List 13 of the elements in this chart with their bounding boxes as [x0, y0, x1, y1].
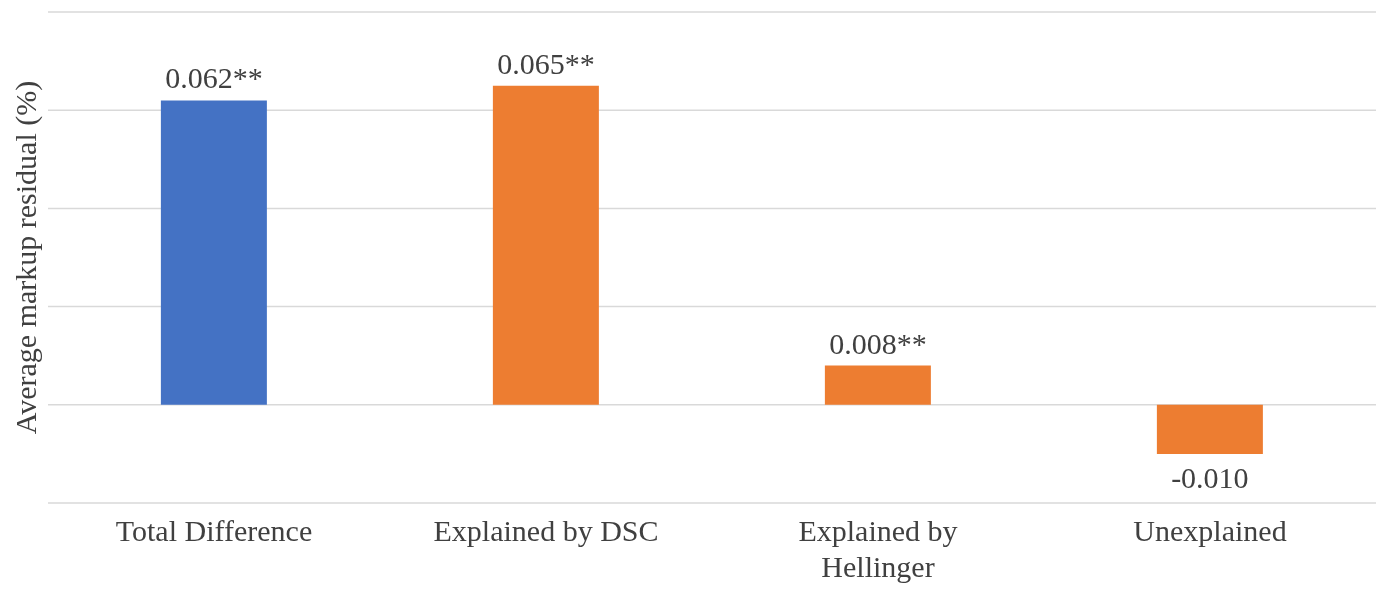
bar — [160, 100, 267, 405]
data-label: 0.065** — [497, 46, 595, 80]
x-tick-label: Total Difference — [115, 514, 313, 547]
bar — [1156, 404, 1263, 454]
data-label: 0.008** — [829, 326, 927, 360]
data-label: 0.062** — [165, 61, 263, 95]
bar — [492, 85, 599, 405]
x-tick-label: Explained by DSC — [433, 514, 659, 547]
y-axis-title: Average markup residual (%) — [8, 80, 43, 435]
bar — [824, 365, 931, 405]
data-label: -0.010 — [1171, 460, 1249, 494]
x-tick-label: Unexplained — [1133, 514, 1287, 547]
x-tick-label: Explained by Hellinger — [798, 514, 958, 583]
